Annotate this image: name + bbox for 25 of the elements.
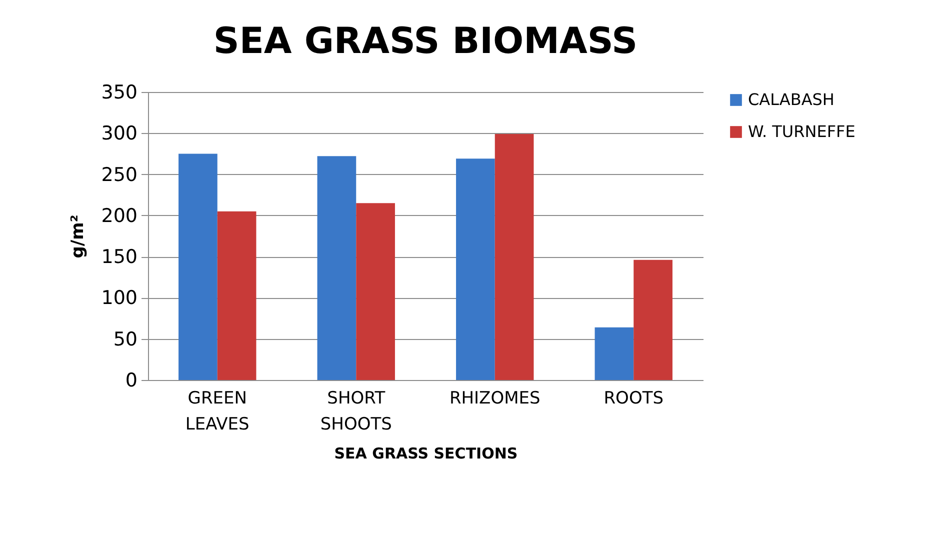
y-tick-label: 50 — [113, 328, 138, 350]
x-tick-label: SHORT SHOOTS — [320, 388, 392, 434]
bar — [456, 158, 495, 380]
bar — [594, 327, 634, 380]
y-tick-label: 150 — [101, 246, 138, 268]
chart-title: SEA GRASS BIOMASS — [213, 21, 638, 62]
y-tick-label: 0 — [125, 370, 138, 392]
bar — [217, 211, 256, 380]
bar — [356, 203, 395, 380]
y-tick-label: 200 — [101, 204, 138, 227]
legend-label: CALABASH — [748, 90, 834, 109]
bar — [317, 156, 356, 380]
x-axis-title: SEA GRASS SECTIONS — [334, 444, 518, 462]
y-tick-label: 350 — [101, 82, 138, 104]
y-tick-label: 250 — [101, 164, 138, 186]
bar — [634, 260, 672, 380]
legend-label: W. TURNEFFE — [748, 122, 856, 141]
x-tick-label: ROOTS — [604, 388, 664, 408]
y-axis-title: g/m² — [68, 214, 88, 258]
y-tick-label: 100 — [101, 287, 138, 310]
bar — [494, 134, 534, 380]
y-tick-label: 300 — [101, 122, 138, 145]
x-tick-label: RHIZOMES — [449, 388, 540, 408]
x-tick-label: GREEN LEAVES — [185, 388, 250, 434]
bar — [178, 154, 218, 380]
